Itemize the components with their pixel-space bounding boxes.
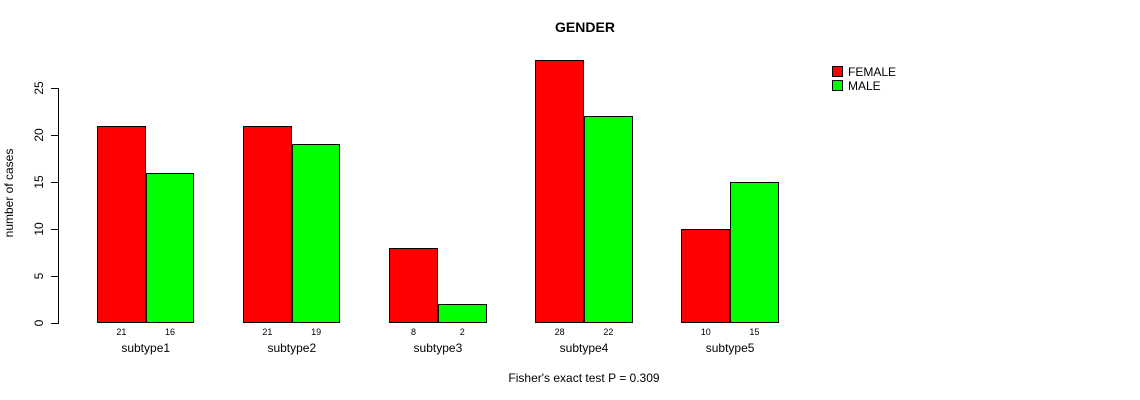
y-tick-label: 10: [32, 222, 46, 236]
bar-male-subtype5: [730, 182, 779, 323]
legend: FEMALE MALE: [832, 65, 896, 93]
bar-value-label: 8: [411, 327, 417, 337]
y-tick-mark: [51, 323, 58, 324]
bar-value-label: 19: [311, 327, 322, 337]
bar-value-label: 22: [603, 327, 614, 337]
bar-value-label: 21: [262, 327, 273, 337]
bar-value-label: 28: [554, 327, 565, 337]
bar-value-label: 2: [459, 327, 465, 337]
bar-female-subtype4: [535, 59, 584, 323]
y-tick-label: 25: [32, 81, 46, 95]
y-axis-line: [58, 88, 59, 324]
male-color-swatch: [832, 80, 843, 91]
bar-female-subtype5: [681, 229, 731, 323]
female-color-swatch: [832, 66, 843, 77]
y-tick-mark: [51, 182, 58, 183]
bar-male-subtype3: [437, 304, 487, 323]
y-tick-mark: [51, 135, 58, 136]
legend-item-male: MALE: [832, 78, 896, 93]
bar-female-subtype2: [243, 125, 292, 323]
bar-male-subtype1: [145, 172, 195, 323]
y-tick-mark: [51, 88, 58, 89]
bar-female-subtype1: [97, 125, 146, 323]
y-tick-mark: [51, 276, 58, 277]
legend-item-female: FEMALE: [832, 64, 897, 79]
x-category-label-subtype5: subtype5: [705, 341, 755, 355]
legend-label-female: FEMALE: [848, 64, 897, 79]
legend-label-male: MALE: [848, 78, 881, 93]
y-tick-label: 20: [32, 128, 46, 142]
x-category-label-subtype2: subtype2: [267, 341, 317, 355]
bar-value-label: 10: [700, 327, 711, 337]
bar-value-label: 15: [749, 327, 760, 337]
bar-value-label: 21: [116, 327, 127, 337]
x-category-label-subtype1: subtype1: [121, 341, 171, 355]
y-tick-mark: [51, 229, 58, 230]
bar-male-subtype2: [291, 144, 341, 323]
y-tick-label: 0: [32, 319, 46, 327]
y-axis-label: number of cases: [2, 148, 16, 238]
bar-value-label: 16: [165, 327, 176, 337]
fishers-test-annotation: Fisher's exact test P = 0.309: [508, 371, 660, 385]
chart-title: GENDER: [555, 19, 615, 35]
bar-female-subtype3: [389, 247, 438, 323]
y-tick-label: 15: [32, 175, 46, 189]
x-category-label-subtype4: subtype4: [559, 341, 609, 355]
bar-male-subtype4: [584, 116, 633, 323]
x-category-label-subtype3: subtype3: [413, 341, 463, 355]
y-tick-label: 5: [32, 272, 46, 280]
